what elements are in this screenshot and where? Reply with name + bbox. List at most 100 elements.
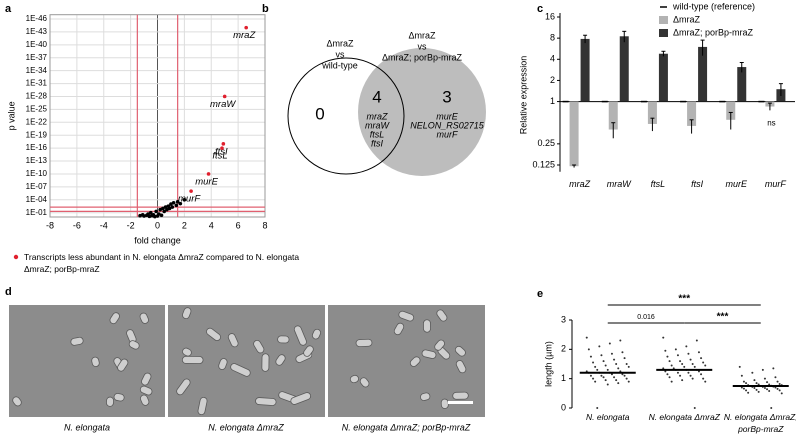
cell	[290, 392, 312, 405]
venn-header: ΔmraZ	[326, 38, 354, 48]
dot	[681, 363, 684, 365]
dot	[623, 374, 626, 377]
dot	[674, 348, 677, 351]
cell	[227, 333, 239, 348]
cell	[454, 345, 466, 357]
y-tick-label: 1E-40	[26, 40, 48, 49]
dot	[745, 382, 748, 385]
dot	[676, 371, 679, 374]
caption: N. elongata ΔmraZ	[208, 422, 284, 432]
cell	[293, 325, 307, 346]
cell	[140, 394, 150, 406]
dot	[679, 374, 682, 377]
dot	[687, 352, 690, 355]
y-tick-label: 0.125	[532, 159, 555, 169]
dot	[666, 355, 669, 358]
point	[169, 202, 173, 206]
bar	[608, 101, 618, 130]
dot	[600, 374, 603, 377]
cell	[91, 356, 100, 367]
dot	[585, 336, 588, 339]
micrograph	[9, 305, 165, 417]
dot	[753, 379, 756, 382]
point	[244, 25, 248, 30]
point-label: ftsI	[215, 146, 228, 157]
cell	[113, 393, 125, 402]
point	[162, 209, 167, 214]
x-tick-label: N. elongata ΔmraZ; porBp-mraZ	[723, 412, 796, 434]
venn-gene: mraW	[365, 120, 390, 130]
cell	[434, 339, 445, 351]
y-tick-label: 1E-16	[26, 143, 48, 152]
x-tick-label: -6	[73, 220, 81, 230]
x-tick-label: 8	[262, 220, 267, 230]
legend-label: wild-type (reference)	[672, 1, 755, 11]
venn-gene: murE	[436, 111, 458, 121]
dot	[691, 377, 694, 380]
cell	[106, 396, 114, 407]
dot	[681, 379, 684, 382]
x-tick-label: 2	[182, 220, 187, 230]
point	[161, 206, 165, 211]
x-tick-label: N. elongata	[586, 412, 630, 422]
dot	[617, 367, 620, 370]
legend-text: Transcripts less abundant in N. elongata…	[24, 252, 300, 274]
point-label: murF	[178, 194, 201, 205]
point-label: murE	[195, 176, 218, 187]
y-tick-label: 1E-10	[26, 169, 48, 178]
y-tick-label: 1E-28	[26, 92, 48, 101]
legend-swatch	[659, 29, 668, 37]
dot	[608, 342, 611, 345]
dot	[587, 348, 590, 351]
point	[206, 172, 211, 176]
dot	[687, 371, 690, 374]
cell	[436, 309, 448, 322]
cell	[275, 354, 286, 366]
y-tick-label: 1E-43	[26, 27, 48, 36]
dot	[693, 407, 696, 409]
dot	[621, 351, 624, 354]
x-tick-label: -4	[100, 220, 108, 230]
cell	[303, 345, 314, 357]
y-tick-label: 1E-01	[26, 208, 48, 217]
y-tick-label: 16	[545, 11, 555, 21]
venn-header: ΔmraZ; porBp-mraZ	[382, 52, 463, 62]
venn-circle	[358, 48, 486, 176]
dot	[704, 380, 707, 383]
cell	[181, 356, 204, 364]
dot	[676, 354, 679, 357]
dot	[766, 381, 769, 384]
bar	[737, 67, 747, 102]
cell	[117, 358, 129, 372]
dot	[700, 357, 703, 360]
dot	[604, 364, 607, 367]
venn-gene: NELON_RS02715	[410, 120, 485, 130]
point	[153, 214, 157, 219]
dot	[606, 383, 609, 386]
dot	[602, 376, 605, 379]
x-tick-label: -8	[46, 220, 54, 230]
point	[222, 94, 227, 99]
y-tick-label: 4	[550, 54, 555, 64]
dot	[625, 377, 628, 380]
point	[158, 207, 162, 212]
dot	[689, 358, 692, 361]
y-axis-label: p value	[6, 101, 16, 130]
sig-label: ***	[678, 294, 690, 305]
point	[178, 201, 183, 206]
cell	[311, 328, 321, 340]
dot	[753, 387, 756, 390]
dot	[615, 363, 618, 365]
x-tick-label: -2	[127, 220, 135, 230]
venn-circle	[287, 57, 405, 175]
dot	[693, 365, 696, 368]
bar	[619, 36, 629, 102]
cell	[218, 358, 228, 370]
dot	[770, 407, 773, 409]
y-tick-label: 1E-46	[26, 14, 48, 23]
y-tick-label: 0.25	[537, 138, 555, 148]
point	[165, 207, 169, 212]
dot	[668, 376, 671, 379]
legend-label: ΔmraZ; porBp-mraZ	[673, 27, 754, 37]
